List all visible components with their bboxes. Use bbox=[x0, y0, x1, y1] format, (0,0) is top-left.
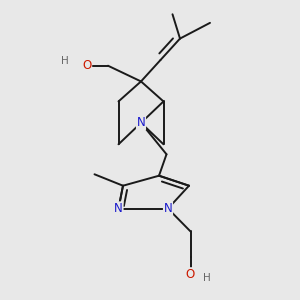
Text: O: O bbox=[82, 59, 91, 72]
Text: O: O bbox=[186, 268, 195, 281]
Text: N: N bbox=[136, 116, 146, 129]
Text: H: H bbox=[203, 273, 211, 283]
Text: H: H bbox=[61, 56, 68, 66]
Text: N: N bbox=[114, 202, 123, 215]
Text: N: N bbox=[164, 202, 172, 215]
